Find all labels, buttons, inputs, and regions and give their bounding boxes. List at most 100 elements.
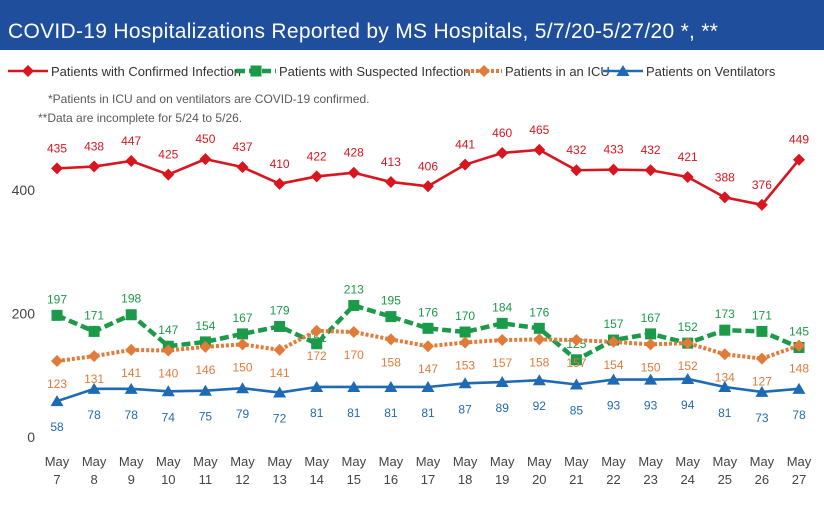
patients-on-ventilators-data-label: 78 [125, 408, 139, 422]
patients-with-confirmed-infection-data-label: 447 [121, 134, 141, 148]
patients-on-ventilators-point [755, 385, 769, 397]
patients-with-confirmed-infection-point [199, 153, 212, 166]
patients-on-ventilators-point [792, 382, 806, 394]
patients-with-confirmed-infection-data-label: 388 [715, 170, 735, 184]
patients-in-an-icu-point [199, 340, 212, 353]
patients-in-an-icu-point [384, 333, 397, 346]
x-tick-label-month: May [638, 454, 663, 469]
patients-in-an-icu-data-label: 150 [641, 360, 661, 374]
x-tick-label-day: 22 [606, 472, 620, 487]
patients-in-an-icu-point [310, 324, 323, 337]
patients-with-confirmed-infection-point [310, 170, 323, 183]
legend-label: Patients on Ventilators [646, 64, 776, 79]
patients-with-confirmed-infection-data-label: 421 [678, 150, 698, 164]
patients-with-suspected-infection-data-label: 197 [47, 292, 67, 306]
patients-with-confirmed-infection-point [755, 198, 768, 211]
patients-on-ventilators-point [124, 382, 138, 394]
patients-with-suspected-infection-data-label: 167 [232, 311, 252, 325]
x-tick-label-day: 15 [347, 472, 361, 487]
patients-in-an-icu-point [273, 343, 286, 356]
patients-with-suspected-infection-point [385, 311, 397, 323]
patients-on-ventilators-data-label: 81 [421, 406, 435, 420]
patients-with-suspected-infection-data-label: 152 [678, 320, 698, 334]
patients-on-ventilators-data-label: 93 [644, 399, 658, 413]
patients-in-an-icu-data-label: 127 [752, 375, 772, 389]
patients-on-ventilators-point [273, 386, 287, 398]
patients-with-suspected-infection-data-label: 157 [603, 317, 623, 331]
x-tick-label-day: 14 [309, 472, 323, 487]
legend-label: Patients with Suspected Infection [279, 64, 471, 79]
patients-with-confirmed-infection-data-label: 460 [492, 126, 512, 140]
patients-in-an-icu-data-label: 123 [47, 377, 67, 391]
y-tick-label: 0 [27, 429, 35, 445]
patients-on-ventilators-point [161, 385, 175, 397]
patients-with-confirmed-infection-point [644, 164, 657, 177]
patients-on-ventilators-point [421, 380, 435, 392]
patients-on-ventilators-point [384, 380, 398, 392]
patients-with-confirmed-infection-data-label: 437 [232, 140, 252, 154]
patients-with-suspected-infection-data-label: 173 [715, 307, 735, 321]
patients-in-an-icu-point [162, 344, 175, 357]
x-tick-label-day: 13 [272, 472, 286, 487]
patients-with-suspected-infection-point [274, 320, 286, 332]
patients-with-suspected-infection-data-label: 171 [84, 308, 104, 322]
patients-with-confirmed-infection-point [236, 161, 249, 174]
patients-with-confirmed-infection-data-label: 450 [195, 132, 215, 146]
patients-with-suspected-infection-point [422, 322, 434, 334]
patients-on-ventilators-data-label: 85 [570, 404, 584, 418]
patients-with-confirmed-infection-data-label: 449 [789, 133, 809, 147]
x-tick-label-month: May [82, 454, 107, 469]
patients-with-suspected-infection-line [56, 303, 800, 363]
patients-in-an-icu-point [718, 348, 731, 361]
chart-title: COVID-19 Hospitalizations Reported by MS… [8, 20, 719, 43]
patients-in-an-icu-line [56, 328, 800, 364]
patients-with-suspected-infection-data-label: 195 [381, 294, 401, 308]
patients-in-an-icu-point [51, 355, 63, 368]
legend-swatch-marker [22, 65, 34, 77]
patients-with-confirmed-infection-point [51, 162, 63, 175]
legend-swatch-marker [616, 65, 630, 76]
patients-on-ventilators-point [236, 382, 249, 394]
patients-with-suspected-infection-data-label: 213 [344, 282, 364, 296]
patients-in-an-icu-data-label: 170 [344, 348, 364, 362]
patients-on-ventilators-data-label: 81 [384, 406, 398, 420]
x-tick-label-month: May [156, 454, 181, 469]
patients-in-an-icu-data-label: 148 [789, 362, 809, 376]
patients-with-suspected-infection-point [533, 322, 545, 334]
y-tick-label: 200 [12, 306, 36, 322]
patients-with-confirmed-infection-data-label: 406 [418, 159, 438, 173]
patients-with-suspected-infection-point [645, 328, 657, 340]
patients-on-ventilators-point [87, 382, 101, 394]
x-tick-label-day: 24 [680, 472, 694, 487]
patients-in-an-icu-data-label: 157 [492, 356, 512, 370]
x-tick-label-day: 16 [384, 472, 398, 487]
patients-with-suspected-infection-point [756, 325, 768, 337]
patients-with-confirmed-infection-data-label: 432 [566, 143, 586, 157]
patients-in-an-icu-point [644, 338, 657, 351]
patients-in-an-icu-data-label: 152 [678, 359, 698, 373]
x-tick-label-month: May [304, 454, 329, 469]
patients-with-suspected-infection-data-label: 154 [195, 319, 215, 333]
x-tick-label-day: 23 [643, 472, 657, 487]
x-tick-label-month: May [713, 454, 738, 469]
x-tick-label-day: 10 [161, 472, 175, 487]
patients-in-an-icu-point [88, 350, 101, 363]
patients-on-ventilators-point [532, 374, 546, 386]
patients-with-confirmed-infection-point [125, 154, 138, 167]
patients-with-confirmed-infection-data-label: 428 [344, 146, 364, 160]
patients-in-an-icu-point [422, 340, 434, 353]
patients-on-ventilators-point [569, 378, 583, 390]
patients-with-confirmed-infection-data-label: 425 [158, 148, 178, 162]
patients-on-ventilators-data-label: 89 [496, 401, 510, 415]
patients-with-suspected-infection-data-label: 171 [752, 308, 772, 322]
patients-with-confirmed-infection-data-label: 413 [381, 155, 401, 169]
patients-in-an-icu-point [459, 336, 472, 349]
x-tick-label-day: 11 [199, 472, 213, 487]
patients-in-an-icu-data-label: 141 [270, 366, 290, 380]
patients-on-ventilators-data-label: 78 [87, 408, 101, 422]
x-tick-label-month: May [379, 454, 404, 469]
x-tick-label-month: May [787, 454, 812, 469]
x-tick-label-day: 18 [458, 472, 472, 487]
patients-in-an-icu-data-label: 134 [715, 370, 735, 384]
